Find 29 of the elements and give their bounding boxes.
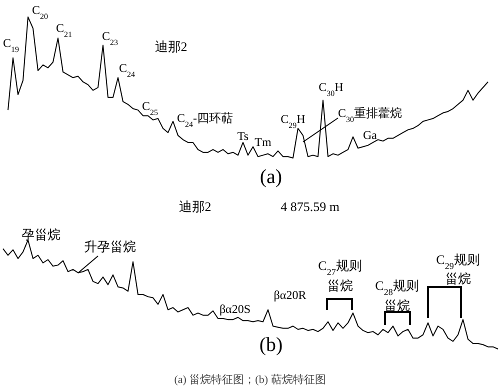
annotation: C$_{27}$规则: [318, 258, 362, 277]
annotation: 升孕甾烷: [84, 239, 136, 254]
x-axis-title: (a): [260, 166, 282, 188]
annotation: 孕甾烷: [22, 227, 60, 242]
annotation: Ga: [363, 128, 378, 142]
annotation: Ts: [237, 129, 249, 143]
chart-title: 迪那2: [178, 199, 212, 214]
chart-subtitle: 4 875.59 m: [280, 199, 340, 214]
annotation: C$_{20}$: [32, 3, 48, 20]
annotation: C$_{25}$: [142, 99, 158, 116]
annotation: C$_{23}$: [102, 29, 118, 46]
annotation: Tm: [254, 135, 272, 149]
annotation: 甾烷: [327, 278, 353, 293]
annotation: C$_{29}$规则: [436, 252, 480, 271]
annotation: C$_{19}$: [2, 36, 20, 54]
annotation: C$_{30}$重排藿烷: [338, 106, 402, 124]
annotation: C$_{29}$H: [280, 112, 306, 130]
annotation: 甾烷: [445, 271, 471, 286]
text: (a) 甾烷特征图；(b) 萜烷特征图: [174, 373, 326, 386]
annotation: C$_{28}$规则: [375, 278, 419, 297]
annotation: 迪那2: [154, 39, 188, 54]
annotation: βα20S: [219, 302, 251, 316]
annotation: 甾烷: [384, 298, 410, 313]
annotation: C$_{21}$: [56, 21, 72, 38]
annotation: C$_{24}$: [118, 61, 136, 78]
annotation: C$_{30}$H: [318, 80, 344, 98]
annotation: βα20R: [274, 288, 306, 302]
annotation: C$_{24}$-四环萜: [176, 111, 234, 128]
x-axis-title: (b): [259, 334, 283, 356]
